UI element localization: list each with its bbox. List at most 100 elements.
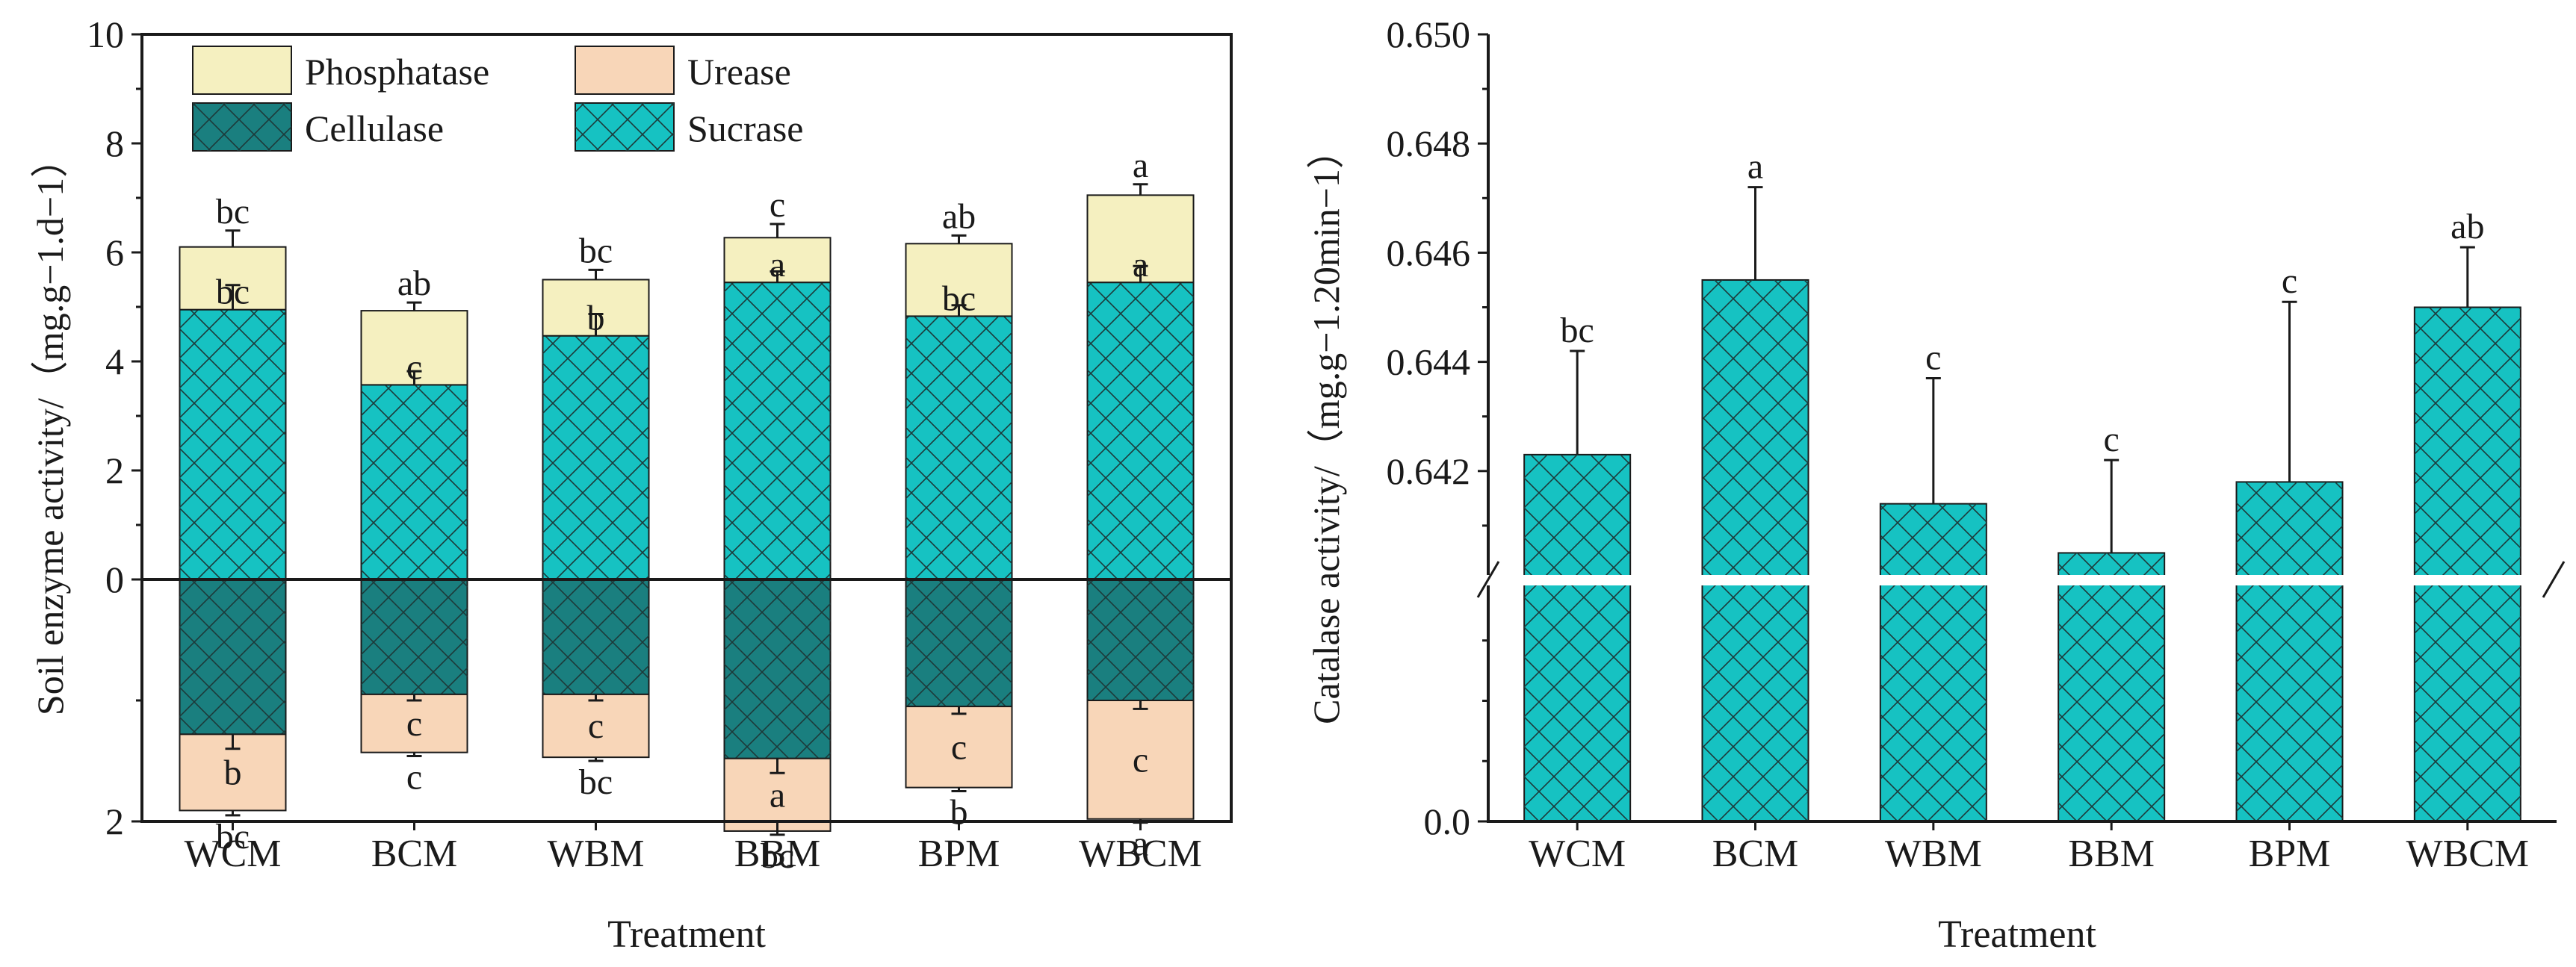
enzyme-error-bars-layer (225, 183, 1148, 836)
letter-sucrase-wcm: bc (216, 273, 250, 312)
bar-catalase-hatch-bcm (1702, 279, 1809, 821)
letter-phosphatase-bbm: c (770, 185, 785, 225)
catalase-x-tick-label-bbm: BBM (2068, 833, 2155, 875)
catalase-x-axis-title: Treatment (1938, 913, 2096, 956)
catalase-x-tick-label-wbm: WBM (1885, 833, 1982, 875)
enzyme-legend: Phosphatase Urease Cellulase Sucrase (192, 46, 804, 152)
enzyme-y-tick-label: 2 (105, 800, 124, 842)
letter-catalase-bcm: a (1747, 147, 1763, 187)
enzyme-y-tick-label: 2 (105, 450, 124, 491)
enzyme-y-tick-label: 6 (105, 231, 124, 273)
bar-sucrase-hatch-bcm (361, 385, 468, 579)
legend-swatch-sucrase-hatch (575, 103, 674, 151)
axis-break-gap (1487, 575, 2555, 585)
enzyme-x-tick-label-bcm: BCM (371, 833, 458, 875)
bar-cellulase-hatch-wcm (179, 579, 286, 735)
bar-cellulase-hatch-bcm (361, 579, 468, 694)
letter-cellulase-wbcm: c (1133, 740, 1148, 780)
letter-catalase-wbcm: ab (2450, 207, 2484, 246)
catalase-y-tick-label: 0.642 (1387, 450, 1471, 492)
catalase-activity-chart: bc a c c c ab 0.650 0.648 0.646 0.644 0.642 0.0 WC… (1305, 13, 2566, 956)
letter-sucrase-bcm: c (406, 347, 422, 387)
bar-urease-wbm (542, 693, 650, 759)
enzyme-y-tick-label: 4 (105, 341, 124, 382)
letter-phosphatase-bpm: ab (942, 196, 976, 236)
bar-sucrase-hatch-wbm (542, 335, 649, 579)
letter-catalase-wbm: c (1925, 338, 1941, 378)
bar-catalase-hatch-wbm (1880, 503, 1987, 821)
letter-urease-bbm: bc (761, 836, 794, 876)
legend-label-sucrase: Sucrase (687, 108, 804, 149)
enzyme-plot-frame (140, 33, 1233, 823)
letter-urease-bcm: c (406, 758, 422, 797)
catalase-y-ticks: 0.650 0.648 0.646 0.644 0.642 0.0 (1387, 13, 1488, 842)
legend-label-urease: Urease (687, 51, 791, 93)
enzyme-x-tick-label-wbcm: WBCM (1079, 833, 1202, 875)
letter-catalase-bbm: c (2104, 420, 2120, 459)
legend-label-phosphatase: Phosphatase (305, 51, 489, 93)
catalase-x-ticks: WCM BCM WBM BBM BPM WBCM (1529, 821, 2529, 875)
enzyme-x-axis-title: Treatment (607, 913, 766, 956)
catalase-x-tick-label-bcm: BCM (1712, 833, 1799, 875)
catalase-y-tick-label: 0.0 (1424, 800, 1471, 842)
letter-catalase-wcm: bc (1561, 311, 1594, 350)
enzyme-x-tick-label-wbm: WBM (548, 833, 645, 875)
bar-catalase-hatch-bbm (2058, 553, 2165, 821)
catalase-significance-letters-layer: bc a c c c ab (1561, 147, 2485, 460)
letter-catalase-bpm: c (2282, 261, 2297, 301)
enzyme-y-axis-title: Soil enzyme activity/（mg.g−1.d−1） (29, 140, 71, 715)
bar-sucrase-hatch-bpm (905, 316, 1012, 579)
catalase-y-axis-title: Catalase activity/（mg.g−1.20min−1） (1305, 131, 1347, 724)
bar-urease-wbcm (1086, 700, 1195, 820)
enzyme-x-tick-label-bpm: BPM (918, 833, 1000, 875)
legend-swatch-urease (575, 46, 675, 95)
bar-cellulase-hatch-wbcm (1087, 579, 1194, 700)
enzyme-x-tick-label-wcm: WCM (185, 833, 282, 875)
enzyme-x-ticks: WCM BCM WBM BBM BPM WBCM (185, 821, 1202, 875)
enzyme-y-tick-label: 0 (105, 559, 124, 600)
bar-phosphatase-bpm (905, 243, 1013, 317)
letter-cellulase-bcm: c (406, 704, 422, 744)
bar-urease-bpm (905, 706, 1013, 789)
axis-break-mark-right (2542, 561, 2566, 598)
letter-phosphatase-wbm: bc (579, 231, 613, 270)
enzyme-y-ticks: 10 8 6 4 2 0 2 (87, 13, 142, 842)
letter-phosphatase-wbcm: a (1133, 146, 1148, 185)
legend-label-cellulase: Cellulase (305, 108, 444, 149)
letter-phosphatase-bcm: ab (397, 264, 431, 303)
axis-break-mark-left (1476, 561, 1500, 598)
bar-catalase-hatch-wbcm (2414, 307, 2521, 821)
letter-urease-wbm: bc (579, 762, 613, 802)
bar-sucrase-hatch-bbm (724, 282, 831, 579)
letter-sucrase-bbm: a (770, 245, 785, 284)
letter-sucrase-wbm: b (587, 299, 605, 338)
enzyme-y-tick-label: 8 (105, 122, 124, 164)
catalase-bars-layer (1523, 279, 2521, 822)
bar-sucrase-hatch-wbcm (1087, 282, 1194, 579)
enzyme-bars-layer (179, 194, 1195, 832)
bar-cellulase-hatch-bbm (724, 579, 831, 759)
catalase-y-tick-label: 0.650 (1387, 13, 1471, 55)
bar-catalase-hatch-bpm (2236, 482, 2343, 821)
catalase-x-tick-label-bpm: BPM (2249, 833, 2331, 875)
bar-sucrase-hatch-wcm (179, 309, 286, 579)
legend-swatch-cellulase-hatch (193, 103, 291, 151)
letter-sucrase-wbcm: a (1133, 245, 1148, 284)
bar-cellulase-hatch-bpm (905, 579, 1012, 707)
letter-cellulase-wbm: c (588, 706, 604, 746)
bar-urease-wcm (179, 733, 287, 812)
letter-phosphatase-wcm: bc (216, 192, 250, 231)
catalase-y-tick-label: 0.644 (1387, 341, 1471, 383)
enzyme-y-tick-label: 10 (87, 13, 124, 55)
bar-urease-bcm (360, 693, 468, 753)
catalase-y-tick-label: 0.648 (1387, 122, 1471, 164)
letter-sucrase-bpm: bc (942, 279, 976, 318)
catalase-y-tick-label: 0.646 (1387, 231, 1471, 273)
letter-urease-wbcm: a (1133, 824, 1148, 864)
catalase-x-tick-label-wcm: WCM (1529, 833, 1626, 875)
enzyme-x-tick-label-bbm: BBM (734, 833, 821, 875)
bar-cellulase-hatch-wbm (542, 579, 649, 694)
